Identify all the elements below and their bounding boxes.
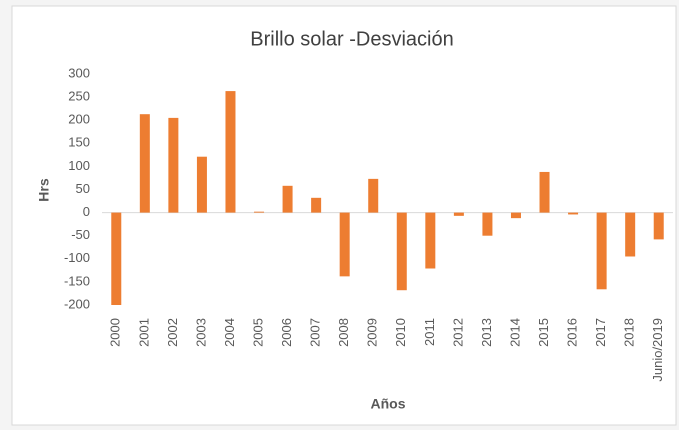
bar: [625, 212, 636, 257]
x-tick-label: 2016: [565, 318, 580, 347]
y-tick-label: 0: [83, 204, 90, 219]
bar: [453, 212, 464, 216]
y-tick-label: 50: [76, 181, 90, 196]
y-axis-title: Hrs: [36, 178, 52, 202]
bar: [368, 178, 379, 213]
bar: [596, 212, 607, 290]
x-axis-title: Años: [371, 396, 406, 412]
x-tick-label: 2015: [536, 318, 551, 347]
x-tick-label: 2003: [193, 318, 208, 347]
bar: [482, 212, 493, 236]
x-tick-label: 2013: [479, 318, 494, 347]
x-tick-label: 2005: [250, 318, 265, 347]
chart-title: Brillo solar -Desviación: [250, 28, 453, 50]
bar: [254, 211, 265, 213]
x-tick-label: 2017: [593, 318, 608, 347]
y-tick-label: 250: [68, 89, 90, 104]
x-tick-label: 2006: [279, 318, 294, 347]
y-tick-label: 150: [68, 135, 90, 150]
x-tick-label: 2012: [450, 318, 465, 347]
bar: [568, 212, 579, 215]
y-tick-label: 100: [68, 158, 90, 173]
x-tick-label: 2018: [622, 318, 637, 347]
x-tick-label: 2011: [422, 318, 437, 346]
bar: [396, 212, 407, 291]
bar: [139, 114, 150, 213]
bar: [539, 171, 550, 213]
x-tick-label: 2001: [136, 318, 151, 347]
y-tick-label: 300: [68, 65, 90, 80]
bar: [168, 117, 179, 213]
x-tick-label: 2002: [165, 318, 180, 347]
x-tick-label: 2009: [365, 318, 380, 347]
x-tick-label: 2000: [108, 318, 123, 347]
bar: [111, 212, 122, 305]
bar: [282, 185, 293, 213]
y-tick-label: -50: [71, 227, 90, 242]
bar: [225, 91, 236, 213]
bar: [339, 212, 350, 277]
y-tick-label: -150: [64, 273, 90, 288]
bar: [653, 212, 664, 240]
bar: [311, 197, 322, 213]
bar: [196, 156, 207, 213]
x-tick-label: 2010: [393, 318, 408, 347]
x-tick-label: 2004: [222, 318, 237, 347]
y-tick-label: 200: [68, 112, 90, 127]
bar: [425, 212, 436, 269]
y-tick-label: -100: [64, 250, 90, 265]
x-tick-label: 2007: [308, 318, 323, 347]
x-tick-label: 2014: [507, 318, 522, 347]
y-tick-label: -200: [64, 296, 90, 311]
bar: [510, 212, 521, 219]
x-tick-label: 2008: [336, 318, 351, 347]
x-tick-label: Junio/2019: [650, 318, 665, 382]
